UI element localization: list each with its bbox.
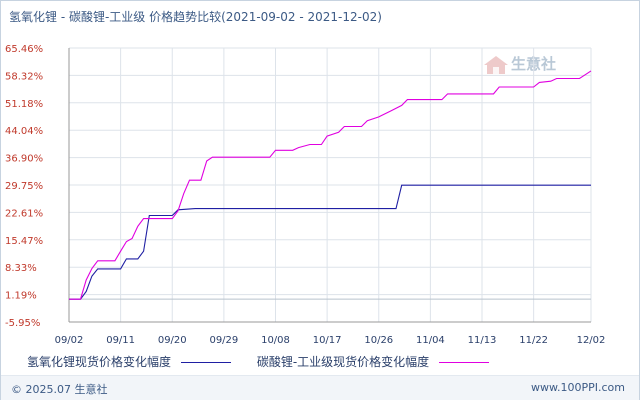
copyright-text: © 2025.07 生意社	[11, 383, 108, 396]
legend-item-lithium-hydroxide: 氢氧化锂现货价格变化幅度	[27, 353, 232, 370]
y-tick-label: 51.18%	[5, 99, 43, 110]
house-logo-icon	[484, 56, 508, 74]
y-tick-label: 36.90%	[5, 154, 43, 165]
x-tick-label: 09/20	[158, 335, 187, 346]
x-tick-label: 10/08	[261, 335, 290, 346]
y-tick-label: 65.46%	[5, 44, 43, 55]
x-tick-label: 11/22	[519, 335, 548, 346]
y-tick-label: 1.19%	[5, 291, 37, 302]
y-tick-label: 8.33%	[5, 263, 37, 274]
legend-item-lithium-carbonate: 碳酸锂-工业级现货价格变化幅度	[256, 353, 490, 370]
legend-swatch-lithium-carbonate	[439, 362, 490, 363]
y-tick-label: 58.32%	[5, 71, 43, 82]
y-tick-label: 15.47%	[5, 236, 43, 247]
x-tick-label: 09/02	[55, 335, 84, 346]
legend: 氢氧化锂现货价格变化幅度 碳酸锂-工业级现货价格变化幅度	[27, 353, 511, 370]
x-tick-label: 11/13	[468, 335, 497, 346]
y-tick-label: 44.04%	[5, 126, 43, 137]
site-url: www.100PPI.com	[531, 381, 625, 394]
x-tick-label: 10/17	[313, 335, 342, 346]
legend-swatch-lithium-hydroxide	[181, 362, 232, 363]
series-line-0	[69, 184, 591, 300]
legend-label-lithium-carbonate: 碳酸锂-工业级现货价格变化幅度	[256, 355, 430, 369]
x-tick-label: 09/11	[106, 335, 135, 346]
legend-label-lithium-hydroxide: 氢氧化锂现货价格变化幅度	[27, 355, 172, 369]
footer: © 2025.07 生意社 www.100PPI.com	[1, 375, 639, 400]
x-tick-label: 11/04	[416, 335, 445, 346]
x-tick-label: 09/29	[209, 335, 238, 346]
y-tick-label: -5.95%	[5, 318, 40, 329]
x-tick-label: 12/02	[577, 335, 606, 346]
x-tick-label: 10/26	[364, 335, 393, 346]
series-line-1	[69, 70, 592, 300]
y-tick-label: 22.61%	[5, 208, 43, 219]
chart-title: 氢氧化锂 - 碳酸锂-工业级 价格趋势比较(2021-09-02 - 2021-…	[9, 10, 382, 24]
line-chart: 65.46% 58.32% 51.18% 44.04% 36.90% 29.75% 22.6…	[5, 44, 606, 346]
y-tick-label: 29.75%	[5, 181, 43, 192]
